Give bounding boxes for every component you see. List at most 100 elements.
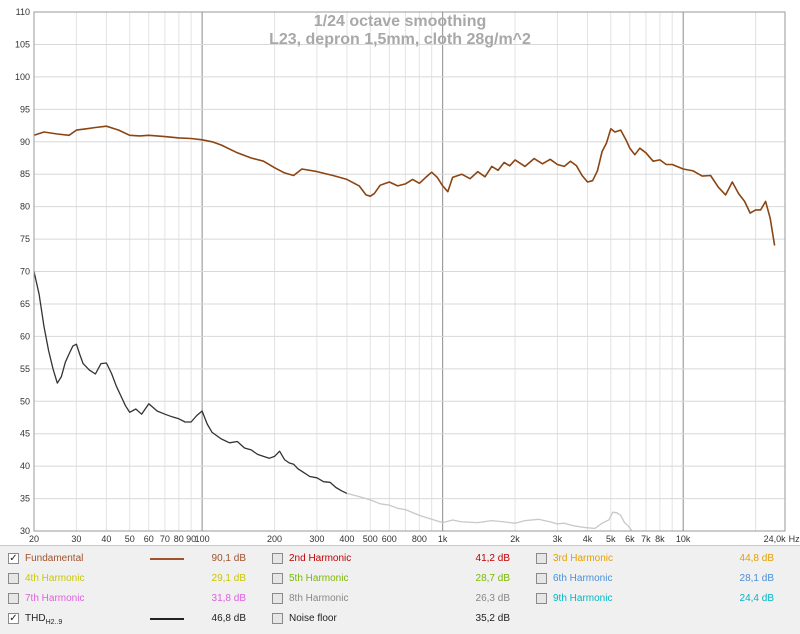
y-tick-label: 30 [20,526,30,536]
x-axis-unit: Hz [789,534,800,544]
y-tick-label: 100 [15,72,30,82]
x-tick-label: 500 [363,534,378,544]
x-tick-label: 1k [438,534,448,544]
y-tick-label: 110 [16,7,30,17]
legend-checkbox[interactable] [8,573,19,584]
y-tick-label: 65 [20,299,30,309]
legend-label: Fundamental [25,553,84,564]
legend-checkbox[interactable] [536,553,547,564]
legend-label: 2nd Harmonic [289,553,352,564]
x-tick-label: 300 [309,534,324,544]
legend-value: 29,1 dB [211,573,246,584]
legend-checkbox[interactable]: ✓ [8,553,19,564]
legend-item: ✓ Fundamental 90,1 dB [8,549,270,569]
legend-checkbox[interactable] [272,573,283,584]
legend-item: 4th Harmonic 29,1 dB [8,569,270,589]
y-tick-label: 40 [20,461,30,471]
legend-value: 26,3 dB [475,593,510,604]
x-tick-label: 100 [195,534,210,544]
legend-label: 3rd Harmonic [553,553,614,564]
chart-title: 1/24 octave smoothing [314,13,487,30]
x-tick-label: 5k [606,534,616,544]
legend-checkbox[interactable] [272,613,283,624]
x-tick-label: 2k [510,534,520,544]
legend-label: THDH2..9 [25,613,63,626]
x-tick-label: 600 [382,534,397,544]
legend-line-swatch [150,558,184,560]
legend-checkbox[interactable] [272,553,283,564]
y-tick-label: 95 [20,104,30,114]
series-line-0 [33,125,776,246]
legend-label: 5th Harmonic [289,573,349,584]
x-tick-label: 400 [339,534,354,544]
x-tick-label: 60 [144,534,154,544]
legend-label: 8th Harmonic [289,593,349,604]
x-tick-label: 80 [174,534,184,544]
x-tick-label: 3k [553,534,563,544]
x-tick-label: 24,0k [764,534,787,544]
legend-label: 4th Harmonic [25,573,85,584]
legend-item: 6th Harmonic 28,1 dB [536,569,798,589]
legend-value: 24,4 dB [739,593,774,604]
x-tick-label: 200 [267,534,282,544]
legend-value: 31,8 dB [211,593,246,604]
plot-area: 30 35 40 45 50 55 60 65 70 75 80 85 90 95 100 105 110 20… [0,0,800,545]
legend-checkbox[interactable] [8,593,19,604]
x-tick-label: 6k [625,534,635,544]
legend-item: 3rd Harmonic 44,8 dB [536,549,798,569]
y-tick-label: 85 [20,169,30,179]
legend-item: 8th Harmonic 26,3 dB [272,589,534,609]
legend-label: 7th Harmonic [25,593,85,604]
x-tick-label: 10k [676,534,691,544]
legend-value: 44,8 dB [739,553,774,564]
legend-checkbox[interactable] [536,573,547,584]
legend-label: 6th Harmonic [553,573,613,584]
y-tick-label: 70 [20,267,30,277]
series-layer [33,125,776,531]
legend-value: 28,7 dB [475,573,510,584]
y-tick-label: 80 [20,202,30,212]
legend-line-swatch [150,618,184,620]
legend-checkbox[interactable]: ✓ [8,613,19,624]
legend-row: 7th Harmonic 31,8 dB 8th Harmonic 26,3 dB 9t… [0,589,800,609]
series-line-2 [346,492,633,531]
frequency-response-chart: 30 35 40 45 50 55 60 65 70 75 80 85 90 95 100 105 110 20… [15,7,800,544]
x-tick-label: 800 [412,534,427,544]
legend-value: 46,8 dB [211,613,246,624]
legend-item: ✓ THDH2..9 46,8 dB [8,609,270,629]
legend-value: 41,2 dB [475,553,510,564]
x-tick-label: 8k [655,534,665,544]
legend-item: 2nd Harmonic 41,2 dB [272,549,534,569]
legend-label-subscript: H2..9 [45,619,63,626]
legend-item: 7th Harmonic 31,8 dB [8,589,270,609]
plot-frame [33,11,786,532]
chart-subtitle: L23, depron 1,5mm, cloth 28g/m^2 [269,31,531,48]
series-line-1 [33,271,348,494]
y-tick-label: 90 [20,137,30,147]
x-tick-label: 50 [125,534,135,544]
legend-panel: ✓ Fundamental 90,1 dB 2nd Harmonic 41,2 dB 3r… [0,545,800,634]
y-axis-ticks: 30 35 40 45 50 55 60 65 70 75 80 85 90 95 100 105 110 [15,7,30,536]
y-tick-label: 55 [20,364,30,374]
legend-label: Noise floor [289,613,337,624]
x-tick-label: 30 [71,534,81,544]
legend-row: ✓ THDH2..9 46,8 dB Noise floor 35,2 dB [0,609,800,629]
legend-value: 90,1 dB [211,553,246,564]
x-tick-label: 20 [29,534,39,544]
y-tick-label: 105 [15,39,30,49]
x-tick-label: 90 [186,534,196,544]
legend-row: ✓ Fundamental 90,1 dB 2nd Harmonic 41,2 dB 3r… [0,549,800,569]
legend-value: 28,1 dB [739,573,774,584]
y-tick-label: 45 [20,429,30,439]
legend-item: 5th Harmonic 28,7 dB [272,569,534,589]
legend-checkbox[interactable] [536,593,547,604]
y-tick-label: 35 [20,494,30,504]
x-tick-label: 7k [641,534,651,544]
legend-label: 9th Harmonic [553,593,613,604]
grid [33,11,785,532]
legend-item: 9th Harmonic 24,4 dB [536,589,798,609]
x-tick-label: 40 [101,534,111,544]
legend-checkbox[interactable] [272,593,283,604]
legend-value: 35,2 dB [475,613,510,624]
